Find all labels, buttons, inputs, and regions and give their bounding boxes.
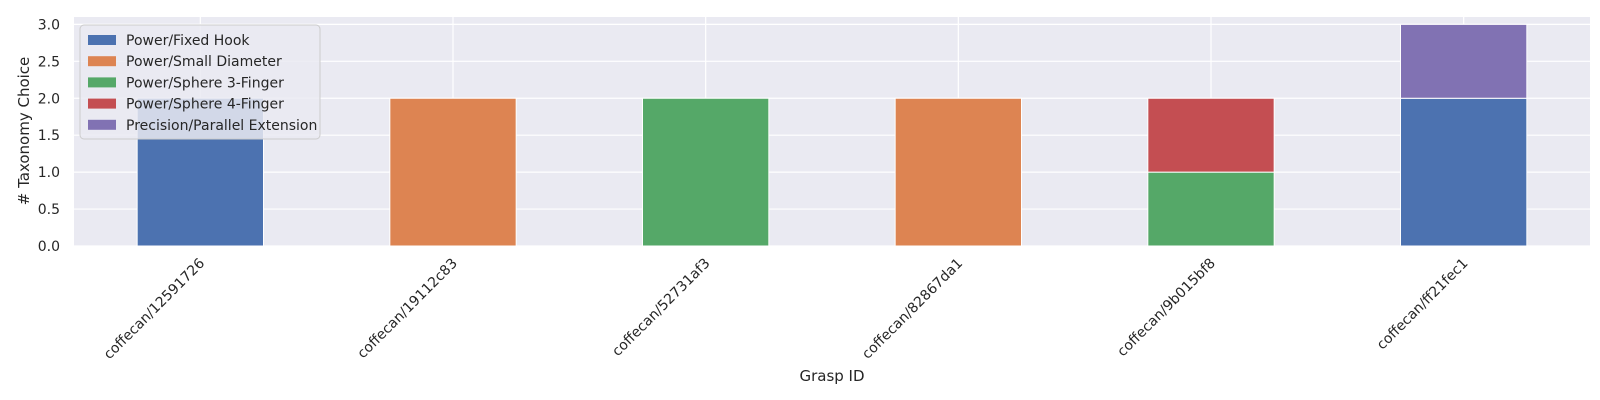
y-tick-label: 0.0 [38,239,60,255]
legend-label: Power/Fixed Hook [126,33,250,49]
y-tick-label: 3.0 [38,17,60,33]
bars [136,23,1528,247]
legend-box [79,24,321,140]
x-tick-label: coffecan/82867da1 [859,256,966,363]
legend-label: Power/Small Diameter [126,54,282,70]
legend-swatch [88,56,116,67]
y-tick-label: 0.5 [38,202,60,218]
y-axis-title: # Taxonomy Choice [15,57,33,206]
bar-segment [389,97,517,247]
bar-segment [1400,97,1528,247]
legend-label: Precision/Parallel Extension [126,118,317,134]
y-tick-labels: 0.0 0.5 1.0 1.5 2.0 2.5 3.0 [38,17,60,255]
x-tick-label: coffecan/52731af3 [609,256,713,360]
legend-swatch [88,77,116,88]
legend-label: Power/Sphere 3-Finger [126,75,284,91]
legend-label: Power/Sphere 4-Finger [126,97,284,113]
bar-segment [1147,97,1275,173]
x-tick-label: coffecan/19112c83 [354,256,460,362]
legend-swatch [88,98,116,109]
x-tick-label: coffecan/ff21fec1 [1374,256,1472,354]
x-tick-label: coffecan/12591726 [101,255,208,362]
y-tick-label: 1.0 [38,165,60,181]
plot-background [74,17,1590,246]
y-tick-label: 1.5 [38,128,60,144]
bar-segment [1400,23,1528,99]
y-tick-label: 2.5 [38,54,60,70]
y-tick-label: 2.0 [38,91,60,107]
legend-swatch [88,35,116,45]
bar-segment [642,97,770,247]
x-tick-label: coffecan/9b015bf8 [1114,256,1218,360]
legend: Power/Fixed Hook Power/Small Diameter Powe… [79,24,321,140]
x-axis-title: Grasp ID [799,367,864,385]
bar-segment [1147,171,1275,247]
legend-swatch [88,119,116,130]
x-tick-labels: coffecan/12591726 coffecan/19112c83 coffec… [101,255,1472,362]
bar-segment [894,97,1023,247]
